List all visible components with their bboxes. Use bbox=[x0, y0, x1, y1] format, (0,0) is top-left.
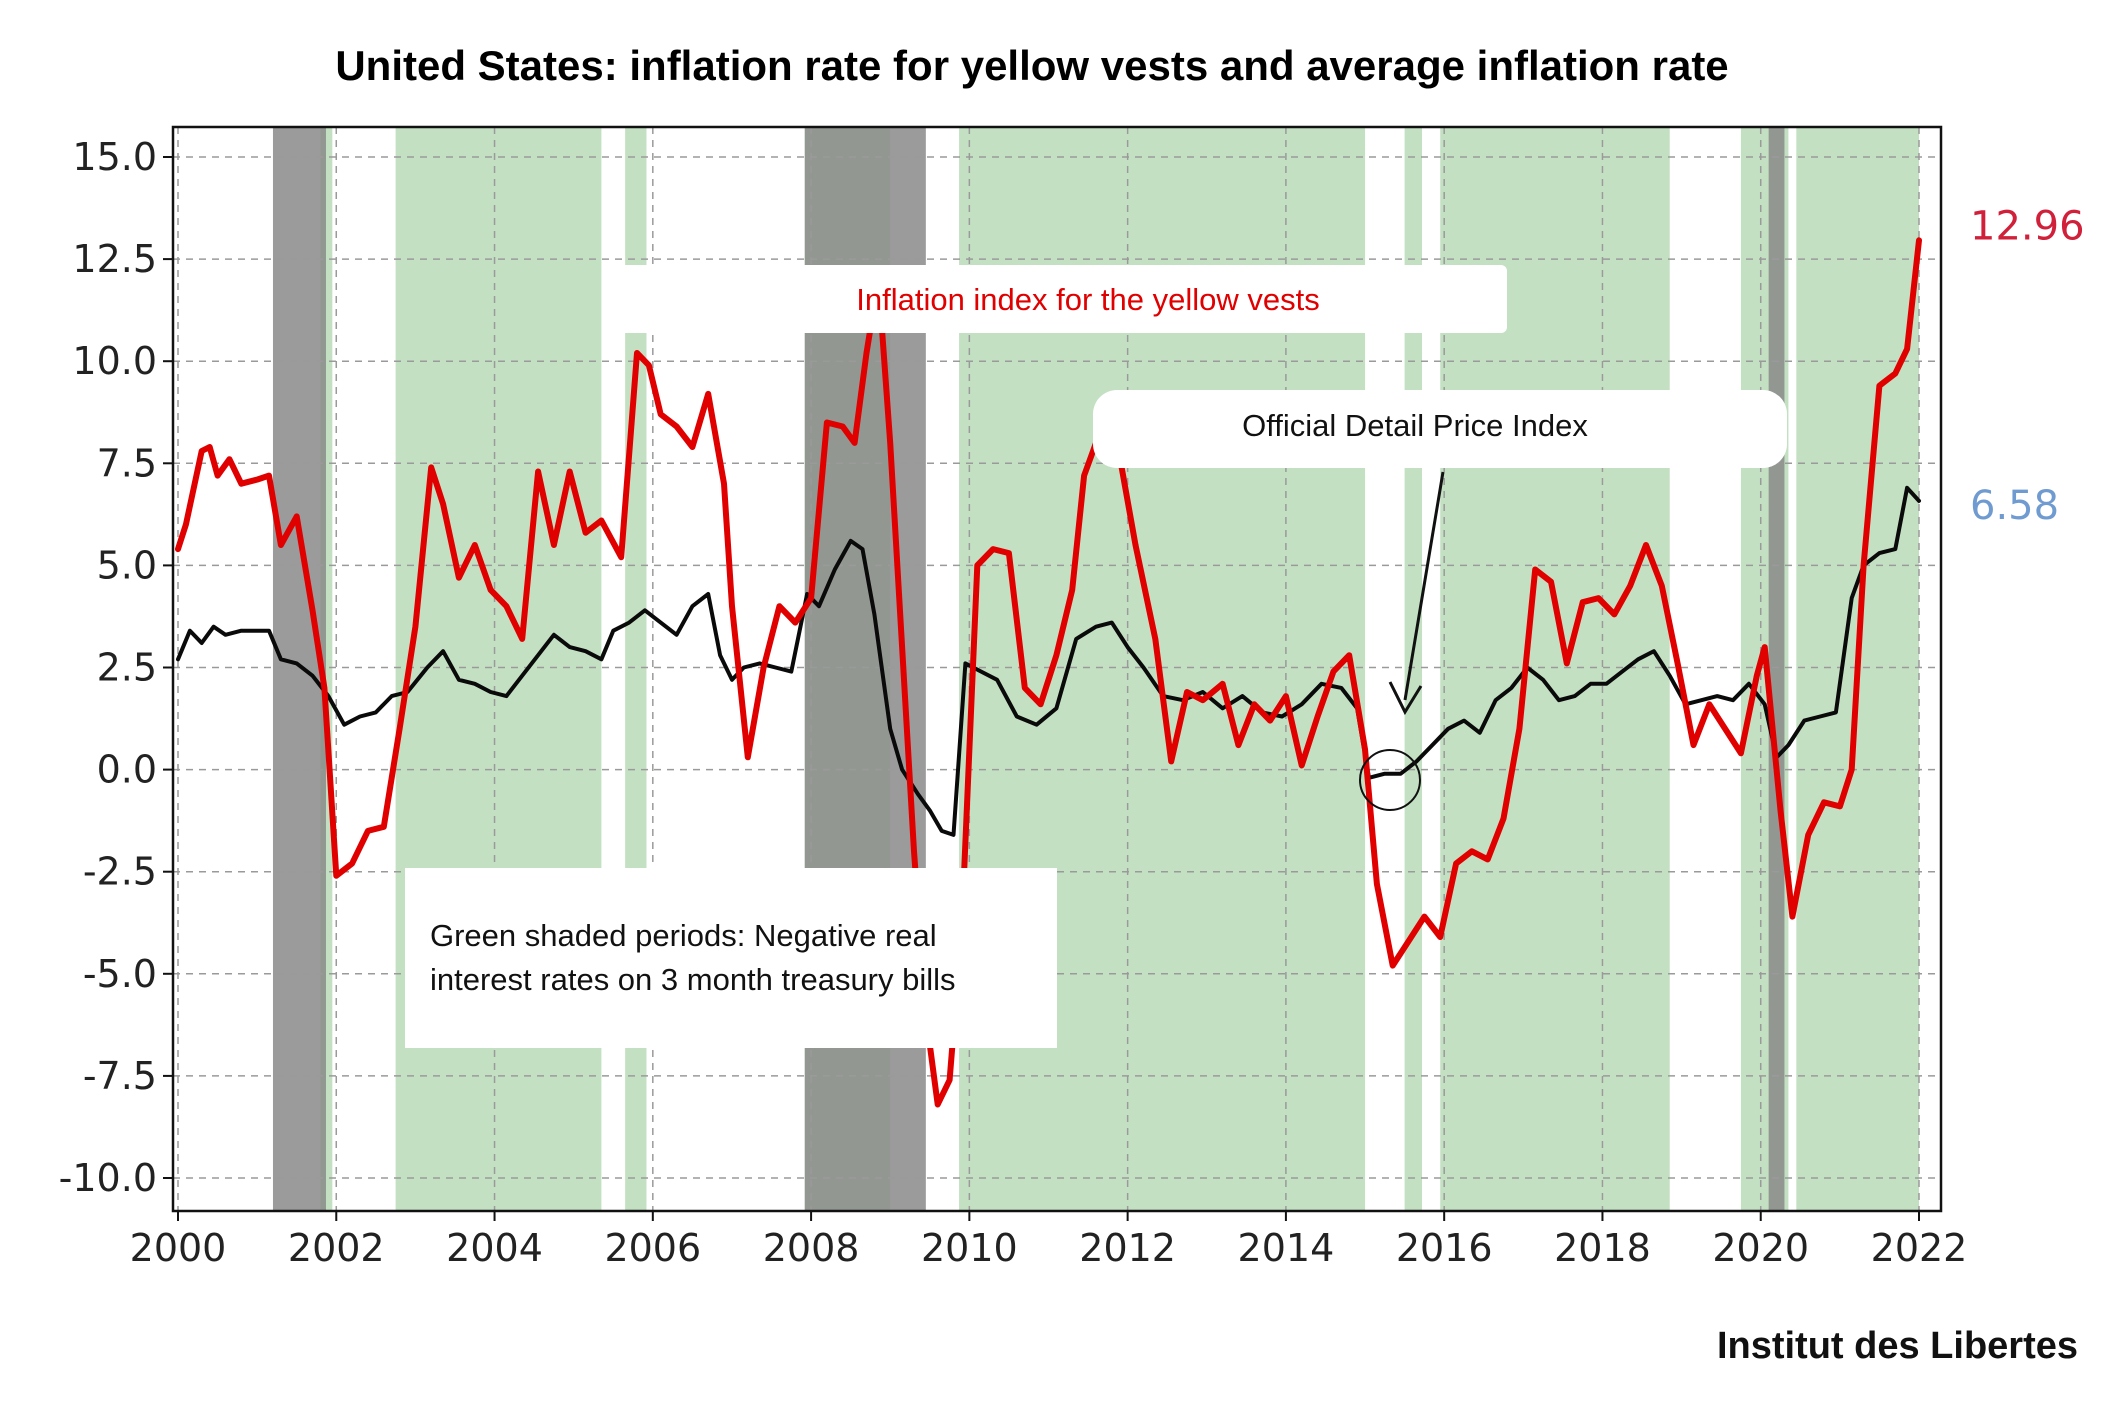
source-credit: Institut des Libertes bbox=[1717, 1325, 2078, 1367]
chart-title: United States: inflation rate for yellow… bbox=[335, 42, 1728, 89]
axes: 15.0 12.5 10.0 7.5 5.0 2.5 0.0 -2.5 -5.0 -7.5 -10.… bbox=[59, 135, 1968, 1270]
y-tick-label: -10.0 bbox=[59, 1156, 157, 1200]
yellow-vests-end-value: 12.96 bbox=[1970, 203, 2085, 249]
x-tick-label: 2016 bbox=[1396, 1226, 1493, 1270]
y-tick-label: 0.0 bbox=[97, 748, 157, 792]
official-index-arrow bbox=[1403, 471, 1445, 701]
x-tick-label: 2006 bbox=[604, 1226, 701, 1270]
x-tick-label: 2018 bbox=[1554, 1226, 1651, 1270]
x-tick-label: 2002 bbox=[288, 1226, 385, 1270]
y-tick-label: 5.0 bbox=[97, 543, 157, 587]
yellow-vests-label: Inflation index for the yellow vests bbox=[856, 282, 1320, 317]
end-value-labels: 12.96 6.58 bbox=[1970, 203, 2085, 529]
x-tick-label: 2000 bbox=[130, 1226, 227, 1270]
green-period-1 bbox=[320, 127, 333, 1211]
series-layer bbox=[175, 237, 1922, 1108]
official-index-label-box bbox=[1093, 390, 1787, 468]
x-tick-label: 2022 bbox=[1871, 1226, 1968, 1270]
y-tick-label: -7.5 bbox=[83, 1054, 157, 1098]
yellow-vests-inflation-line bbox=[175, 237, 1922, 1108]
y-tick-label: 15.0 bbox=[72, 135, 157, 179]
y-tick-label: -2.5 bbox=[83, 850, 157, 894]
x-tick-label: 2020 bbox=[1712, 1226, 1809, 1270]
x-tick-label: 2008 bbox=[763, 1226, 860, 1270]
green-periods-note-line2: interest rates on 3 month treasury bills bbox=[430, 962, 956, 997]
plot-frame bbox=[171, 125, 1943, 1213]
green-periods-note-box bbox=[405, 868, 1057, 1048]
recession-band-3 bbox=[1768, 127, 1785, 1211]
y-tick-label: 7.5 bbox=[97, 441, 157, 485]
y-tick-label: 12.5 bbox=[72, 237, 157, 281]
deflation-highlight-circle bbox=[1359, 749, 1421, 811]
y-tick-label: -5.0 bbox=[83, 952, 157, 996]
green-periods-note-line1: Green shaded periods: Negative real bbox=[430, 918, 937, 953]
official-index-label: Official Detail Price Index bbox=[1242, 408, 1588, 443]
official-index-arrowhead bbox=[1388, 681, 1423, 716]
y-tick-label: 10.0 bbox=[72, 339, 157, 383]
yellow-vests-label-box bbox=[603, 265, 1507, 333]
x-tick-label: 2004 bbox=[446, 1226, 543, 1270]
official-index-end-value: 6.58 bbox=[1970, 483, 2059, 529]
official-price-index-line bbox=[176, 485, 1921, 837]
recession-band-1 bbox=[272, 127, 326, 1211]
x-tick-label: 2010 bbox=[921, 1226, 1018, 1270]
y-tick-label: 2.5 bbox=[97, 646, 157, 690]
x-tick-label: 2014 bbox=[1238, 1226, 1335, 1270]
x-tick-label: 2012 bbox=[1079, 1226, 1176, 1270]
